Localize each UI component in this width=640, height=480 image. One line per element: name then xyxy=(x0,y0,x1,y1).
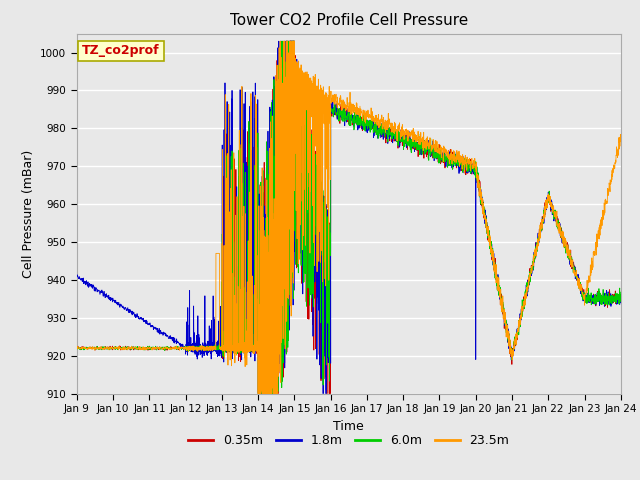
Text: TZ_co2prof: TZ_co2prof xyxy=(82,44,160,58)
X-axis label: Time: Time xyxy=(333,420,364,432)
Legend: 0.35m, 1.8m, 6.0m, 23.5m: 0.35m, 1.8m, 6.0m, 23.5m xyxy=(183,429,515,452)
Y-axis label: Cell Pressure (mBar): Cell Pressure (mBar) xyxy=(22,149,35,278)
Title: Tower CO2 Profile Cell Pressure: Tower CO2 Profile Cell Pressure xyxy=(230,13,468,28)
